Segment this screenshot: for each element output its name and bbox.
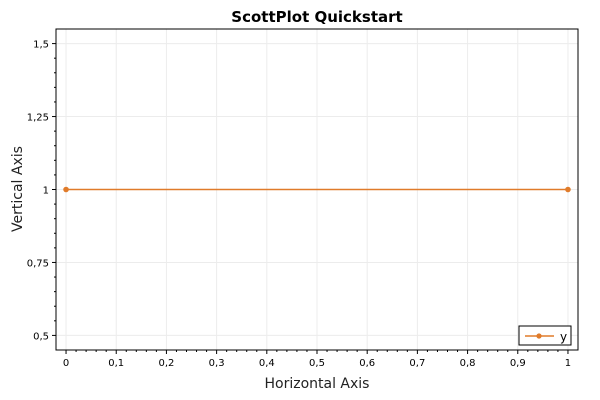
y-tick-label: 1,25 <box>27 113 49 124</box>
x-axis: 0 0,1 0,2 0,3 0,4 0,5 0,6 0,7 0,8 0,9 1 <box>63 350 571 369</box>
y-axis-label: Vertical Axis <box>10 146 26 232</box>
data-point <box>565 186 571 193</box>
y-tick-label: 0,5 <box>33 331 49 342</box>
chart-title: ScottPlot Quickstart <box>231 8 402 26</box>
x-tick-label: 0,3 <box>209 358 225 369</box>
legend-label-y: y <box>560 330 567 344</box>
x-tick-label: 0,8 <box>460 358 476 369</box>
x-tick-label: 0,2 <box>158 358 174 369</box>
x-tick-label: 0,9 <box>510 358 526 369</box>
y-axis: 0,5 0,75 1 1,25 1,5 <box>27 40 56 342</box>
x-tick-label: 0 <box>63 358 69 369</box>
legend-marker <box>536 333 542 339</box>
series-layer <box>63 186 571 193</box>
x-tick-label: 0,1 <box>108 358 124 369</box>
y-tick-label: 1 <box>43 186 49 197</box>
x-tick-label: 0,5 <box>309 358 325 369</box>
x-tick-label: 0,7 <box>409 358 425 369</box>
data-point <box>63 186 69 193</box>
x-tick-label: 0,4 <box>259 358 275 369</box>
x-axis-label: Horizontal Axis <box>265 376 370 392</box>
y-tick-label: 0,75 <box>27 258 49 269</box>
x-tick-label: 1 <box>565 358 571 369</box>
legend: y <box>518 325 572 346</box>
x-tick-label: 0,6 <box>359 358 375 369</box>
y-tick-label: 1,5 <box>33 40 49 51</box>
